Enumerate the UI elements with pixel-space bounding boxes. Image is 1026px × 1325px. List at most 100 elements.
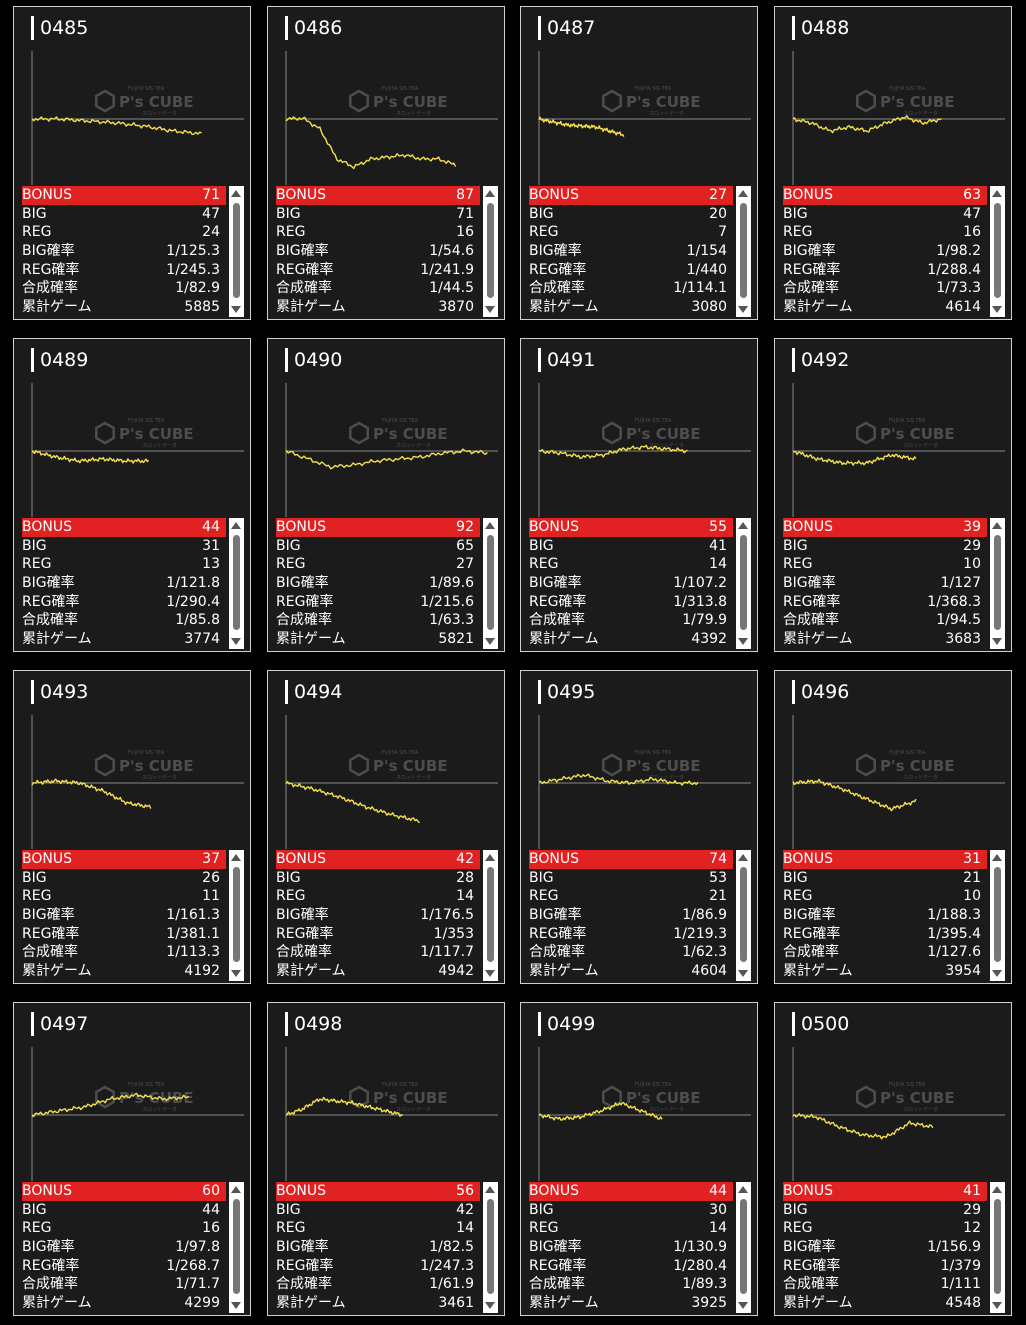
scroll-thumb[interactable] [740, 203, 747, 298]
stats-scrollbar[interactable] [990, 1182, 1005, 1313]
scroll-down-arrow-icon[interactable] [231, 970, 241, 977]
stat-label: 累計ゲーム [22, 963, 92, 980]
watermark-sub: スロットデータ [649, 1106, 684, 1113]
scroll-down-arrow-icon[interactable] [485, 970, 495, 977]
scroll-down-arrow-icon[interactable] [231, 638, 241, 645]
scroll-up-arrow-icon[interactable] [231, 854, 241, 861]
stat-label: REG [783, 556, 813, 573]
machine-card[interactable]: 0497 P's CUBE FUJIYA SIS TEA スロットデータ BONUS 60… [13, 1002, 251, 1316]
scroll-up-arrow-icon[interactable] [738, 854, 748, 861]
stats-scrollbar[interactable] [229, 518, 244, 649]
stat-row-total-rate: 合成確率 1/71.7 [22, 1275, 226, 1294]
stat-value: 1/353 [433, 925, 474, 942]
scroll-thumb[interactable] [740, 1199, 747, 1294]
stats-scrollbar[interactable] [483, 850, 498, 981]
stats-scrollbar[interactable] [990, 518, 1005, 649]
scroll-thumb[interactable] [487, 867, 494, 962]
stats-scrollbar[interactable] [229, 1182, 244, 1313]
stat-label: BIG確率 [276, 1239, 329, 1256]
scroll-up-arrow-icon[interactable] [992, 522, 1002, 529]
machine-card[interactable]: 0488 P's CUBE FUJIYA SIS TEA スロットデータ BONUS 63… [774, 6, 1012, 320]
scroll-up-arrow-icon[interactable] [231, 1186, 241, 1193]
watermark-tagline: FUJIYA SIS TEA [635, 418, 672, 424]
scroll-down-arrow-icon[interactable] [738, 306, 748, 313]
scroll-thumb[interactable] [487, 203, 494, 298]
scroll-thumb[interactable] [994, 203, 1001, 298]
scroll-down-arrow-icon[interactable] [992, 970, 1002, 977]
machine-card[interactable]: 0493 P's CUBE FUJIYA SIS TEA スロットデータ BONUS 37… [13, 670, 251, 984]
machine-card[interactable]: 0492 P's CUBE FUJIYA SIS TEA スロットデータ BONUS 39… [774, 338, 1012, 652]
scroll-up-arrow-icon[interactable] [992, 1186, 1002, 1193]
stats-scrollbar[interactable] [483, 186, 498, 317]
scroll-up-arrow-icon[interactable] [485, 190, 495, 197]
stat-label: 合成確率 [783, 612, 839, 629]
machine-card[interactable]: 0498 P's CUBE FUJIYA SIS TEA スロットデータ BONUS 56… [267, 1002, 505, 1316]
scroll-thumb[interactable] [740, 867, 747, 962]
stats-scrollbar[interactable] [736, 186, 751, 317]
stat-value: 1/379 [940, 1257, 981, 1274]
scroll-up-arrow-icon[interactable] [992, 854, 1002, 861]
stat-row-big-rate: BIG確率 1/127 [783, 574, 987, 593]
scroll-thumb[interactable] [233, 203, 240, 298]
scroll-thumb[interactable] [233, 867, 240, 962]
stat-value: 14 [456, 888, 474, 905]
scroll-down-arrow-icon[interactable] [231, 1302, 241, 1309]
scroll-up-arrow-icon[interactable] [738, 190, 748, 197]
stat-value: 1/188.3 [927, 907, 981, 924]
scroll-thumb[interactable] [233, 535, 240, 630]
scroll-down-arrow-icon[interactable] [992, 638, 1002, 645]
scroll-down-arrow-icon[interactable] [485, 638, 495, 645]
stats-scrollbar[interactable] [990, 186, 1005, 317]
scroll-up-arrow-icon[interactable] [231, 522, 241, 529]
scroll-down-arrow-icon[interactable] [231, 306, 241, 313]
stats-scrollbar[interactable] [736, 518, 751, 649]
stats-scrollbar[interactable] [483, 1182, 498, 1313]
stats-scrollbar[interactable] [736, 850, 751, 981]
stats-scrollbar[interactable] [229, 850, 244, 981]
scroll-thumb[interactable] [487, 535, 494, 630]
scroll-up-arrow-icon[interactable] [738, 522, 748, 529]
scroll-up-arrow-icon[interactable] [231, 190, 241, 197]
scroll-thumb[interactable] [487, 1199, 494, 1294]
stat-row-big: BIG 53 [529, 869, 733, 888]
scroll-up-arrow-icon[interactable] [992, 190, 1002, 197]
machine-card[interactable]: 0490 P's CUBE FUJIYA SIS TEA スロットデータ BONUS 92… [267, 338, 505, 652]
machine-card[interactable]: 0486 P's CUBE FUJIYA SIS TEA スロットデータ BONUS 87… [267, 6, 505, 320]
machine-card[interactable]: 0495 P's CUBE FUJIYA SIS TEA スロットデータ BONUS 74… [520, 670, 758, 984]
stats-scrollbar[interactable] [736, 1182, 751, 1313]
scroll-down-arrow-icon[interactable] [738, 638, 748, 645]
watermark-brand: P's CUBE [880, 93, 955, 111]
scroll-thumb[interactable] [740, 535, 747, 630]
stat-row-total-rate: 合成確率 1/127.6 [783, 943, 987, 962]
scroll-up-arrow-icon[interactable] [485, 1186, 495, 1193]
cube-icon [349, 89, 369, 113]
scroll-down-arrow-icon[interactable] [738, 1302, 748, 1309]
machine-card[interactable]: 0499 P's CUBE FUJIYA SIS TEA スロットデータ BONUS 44… [520, 1002, 758, 1316]
scroll-down-arrow-icon[interactable] [738, 970, 748, 977]
stats-scrollbar[interactable] [229, 186, 244, 317]
machine-card[interactable]: 0489 P's CUBE FUJIYA SIS TEA スロットデータ BONUS 44… [13, 338, 251, 652]
stat-value: 1/121.8 [166, 575, 220, 592]
machine-card[interactable]: 0491 P's CUBE FUJIYA SIS TEA スロットデータ BONUS 55… [520, 338, 758, 652]
scroll-up-arrow-icon[interactable] [485, 854, 495, 861]
scroll-thumb[interactable] [994, 1199, 1001, 1294]
scroll-thumb[interactable] [994, 535, 1001, 630]
stats-scrollbar[interactable] [483, 518, 498, 649]
scroll-down-arrow-icon[interactable] [485, 1302, 495, 1309]
machine-card[interactable]: 0487 P's CUBE FUJIYA SIS TEA スロットデータ BONUS 27… [520, 6, 758, 320]
stats-scrollbar[interactable] [990, 850, 1005, 981]
machine-card[interactable]: 0494 P's CUBE FUJIYA SIS TEA スロットデータ BONUS 42… [267, 670, 505, 984]
scroll-down-arrow-icon[interactable] [485, 306, 495, 313]
machine-card[interactable]: 0485 P's CUBE FUJIYA SIS TEA スロットデータ BONUS 71… [13, 6, 251, 320]
machine-card[interactable]: 0500 P's CUBE FUJIYA SIS TEA スロットデータ BONUS 41… [774, 1002, 1012, 1316]
machine-card[interactable]: 0496 P's CUBE FUJIYA SIS TEA スロットデータ BONUS 31… [774, 670, 1012, 984]
stats-table: BONUS 87 BIG 71 REG 16 BIG確率 1/54.6 REG確率 1/241.9… [276, 186, 480, 317]
scroll-up-arrow-icon[interactable] [485, 522, 495, 529]
scroll-up-arrow-icon[interactable] [738, 1186, 748, 1193]
scroll-down-arrow-icon[interactable] [992, 1302, 1002, 1309]
scroll-thumb[interactable] [994, 867, 1001, 962]
scroll-thumb[interactable] [233, 1199, 240, 1294]
scroll-down-arrow-icon[interactable] [992, 306, 1002, 313]
